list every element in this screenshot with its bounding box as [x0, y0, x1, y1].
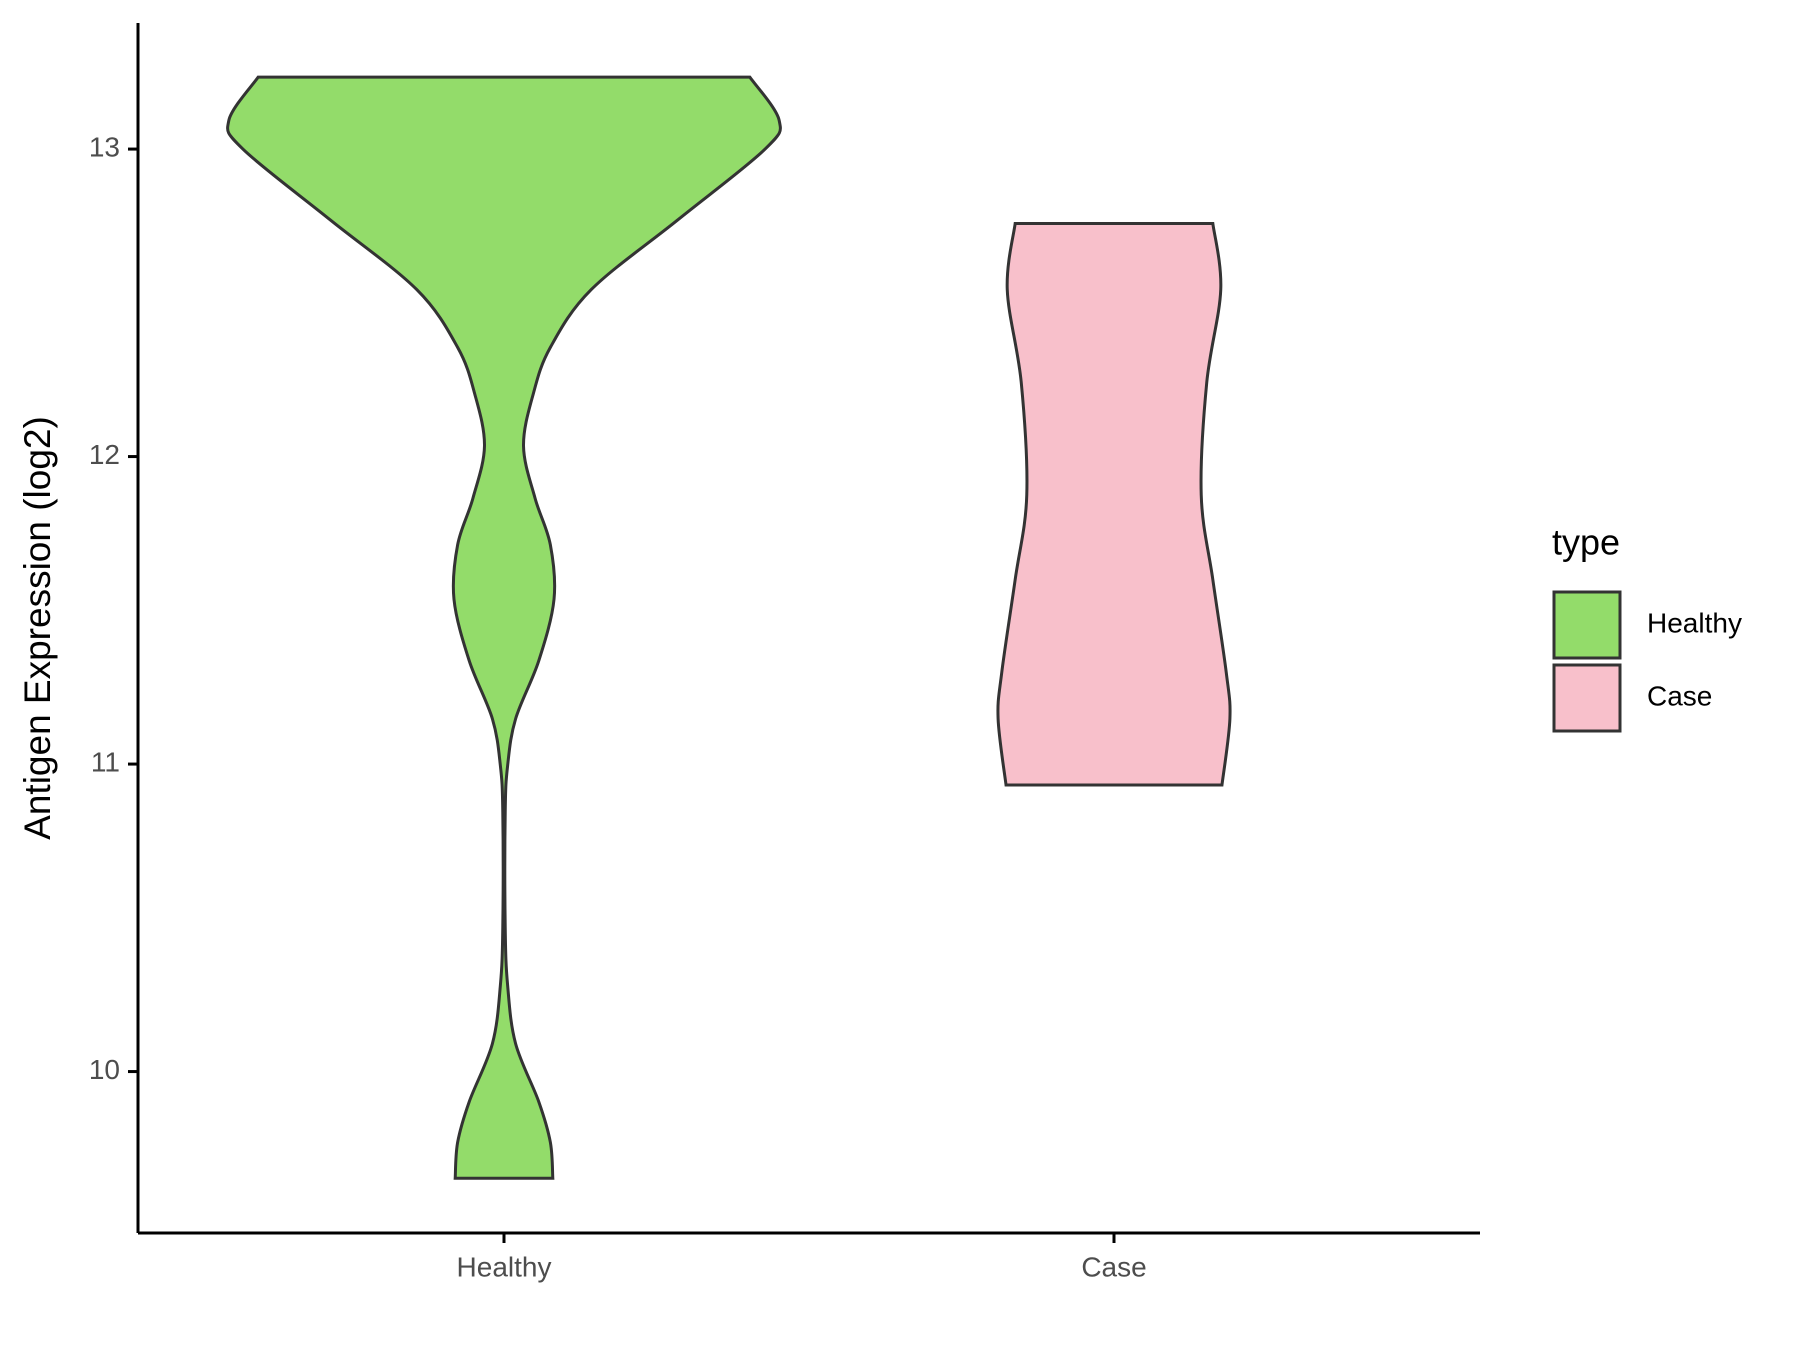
x-tick-label: Case	[1081, 1251, 1146, 1282]
legend-key	[1552, 590, 1622, 660]
legend-key	[1552, 663, 1622, 733]
x-tick-label: Healthy	[457, 1251, 552, 1282]
violin	[226, 75, 782, 1180]
y-tick-label: 10	[89, 1054, 120, 1085]
violin	[996, 221, 1232, 787]
legend-label: Case	[1647, 680, 1712, 711]
y-tick-label: 13	[89, 131, 120, 162]
y-tick-label: 11	[91, 746, 120, 777]
y-tick-label: 12	[89, 439, 120, 470]
legend-title: type	[1552, 522, 1620, 563]
legend-label: Healthy	[1647, 607, 1742, 638]
y-axis-title: Antigen Expression (log2)	[17, 416, 58, 840]
